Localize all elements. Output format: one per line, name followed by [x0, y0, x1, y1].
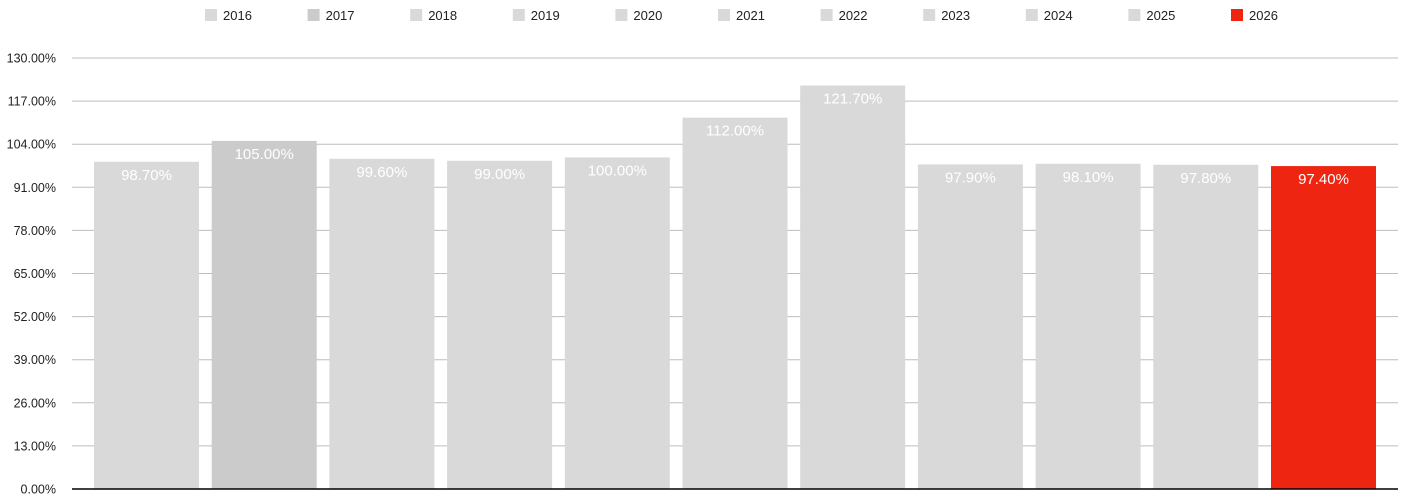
- bar-label-2020: 100.00%: [588, 162, 647, 179]
- bar-2017: [211, 140, 317, 489]
- legend-swatch-2017: [307, 9, 320, 21]
- y-axis-tick-labels: 0.00% 13.00% 26.00% 39.00% 52.00% 65.00% 78.00…: [7, 52, 56, 495]
- bar-label-2022: 121.70%: [823, 91, 882, 108]
- y-tick-label: 0.00%: [21, 483, 56, 495]
- bar-label-2018: 99.60%: [356, 164, 407, 181]
- y-tick-label: 26.00%: [14, 396, 56, 410]
- legend-swatch-2025: [1128, 9, 1141, 21]
- bar-2026: [1271, 166, 1376, 489]
- bar-2025: [1153, 164, 1259, 490]
- bar-label-2025: 97.80%: [1180, 170, 1231, 187]
- bar-label-2016: 98.70%: [121, 167, 172, 184]
- legend-swatch-2026: [1231, 9, 1243, 21]
- bar-label-2026: 97.40%: [1298, 171, 1349, 188]
- bar-2019: [447, 160, 553, 489]
- bar-2021: [682, 117, 788, 489]
- legend-swatch-2024: [1025, 9, 1038, 21]
- legend-swatch-2023: [923, 9, 936, 21]
- y-tick-label: 117.00%: [8, 95, 56, 109]
- y-tick-label: 104.00%: [7, 138, 56, 152]
- legend-label-2017: 2017: [326, 8, 355, 23]
- legend-label-2024: 2024: [1044, 8, 1073, 23]
- bar-2018: [329, 158, 435, 489]
- legend-label-2021: 2021: [736, 8, 765, 23]
- y-tick-label: 78.00%: [14, 224, 56, 238]
- legend-label-2025: 2025: [1146, 8, 1175, 23]
- y-tick-label: 39.00%: [14, 353, 56, 367]
- bar-label-2017: 105.00%: [235, 146, 294, 163]
- y-tick-label: 91.00%: [14, 181, 56, 195]
- bar-2020: [564, 157, 670, 489]
- legend-swatch-2019: [512, 9, 525, 21]
- y-tick-label: 13.00%: [14, 439, 56, 453]
- y-tick-label: 65.00%: [14, 267, 56, 281]
- bar-label-2019: 99.00%: [474, 166, 525, 183]
- legend-swatch-2018: [410, 9, 423, 21]
- legend-swatch-2022: [820, 9, 833, 21]
- bar-2024: [1035, 163, 1141, 489]
- y-tick-label: 130.00%: [7, 52, 56, 66]
- legend-label-2018: 2018: [428, 8, 457, 23]
- legend: 2016 2017 2018 2019 2020 2021 2022 2023 2024 2025…: [205, 8, 1278, 23]
- legend-label-2020: 2020: [633, 8, 662, 23]
- legend-label-2026: 2026: [1249, 8, 1278, 23]
- bars: [94, 85, 1376, 490]
- y-tick-label: 52.00%: [14, 310, 56, 324]
- legend-swatch-2020: [615, 9, 628, 21]
- legend-label-2019: 2019: [531, 8, 560, 23]
- legend-label-2016: 2016: [223, 8, 252, 23]
- bar-2023: [917, 164, 1023, 490]
- legend-label-2023: 2023: [941, 8, 970, 23]
- legend-swatch-2021: [718, 9, 730, 21]
- legend-label-2022: 2022: [839, 8, 868, 23]
- legend-swatch-2016: [205, 9, 217, 21]
- bar-label-2023: 97.90%: [945, 169, 996, 186]
- bar-label-2024: 98.10%: [1063, 169, 1114, 186]
- bar-label-2021: 112.00%: [706, 123, 764, 140]
- bar-2016: [94, 161, 199, 489]
- bar-value-labels: 98.70% 105.00% 99.60% 99.00% 100.00% 112.00% 1…: [121, 91, 1349, 189]
- bar-2022: [800, 85, 906, 489]
